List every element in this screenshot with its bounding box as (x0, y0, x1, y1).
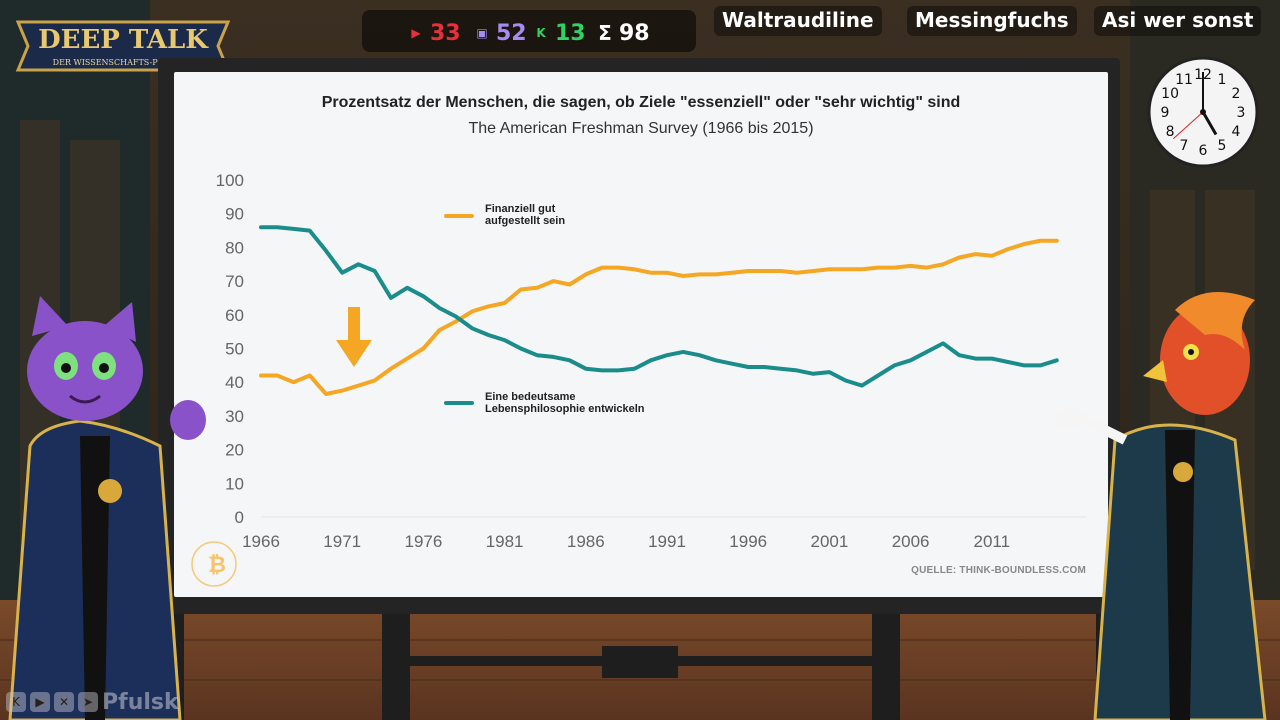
clock-numeral: 4 (1231, 124, 1240, 140)
participant-name: Waltraudiline (714, 6, 882, 36)
counter-total: Σ 98 (595, 18, 650, 48)
legend-label: Eine bedeutsame (485, 391, 575, 403)
clock-numeral: 3 (1237, 105, 1246, 121)
down-arrow-icon (336, 307, 372, 367)
bitcoin-logo-icon (191, 541, 237, 587)
legend-label: aufgestellt sein (485, 215, 565, 227)
y-tick-label: 70 (225, 272, 244, 291)
counter-value: 33 (430, 20, 461, 46)
legend-label: Finanziell gut (485, 203, 556, 215)
x-icon: ✕ (54, 692, 74, 712)
counter-youtube: ▶ 33 (406, 18, 461, 48)
y-tick-label: 60 (225, 306, 244, 325)
clock-numeral: 11 (1175, 72, 1193, 88)
y-tick-label: 0 (235, 508, 244, 527)
clock-center (1200, 109, 1206, 115)
wall-clock: 123456789101112 (1147, 56, 1259, 168)
counter-value: 52 (496, 20, 527, 46)
x-tick-label: 2006 (892, 532, 930, 551)
telegram-icon: ➤ (78, 692, 98, 712)
chart-title: Prozentsatz der Menschen, die sagen, ob … (321, 94, 961, 111)
y-tick-label: 30 (225, 407, 244, 426)
line-chart: 0 10 20 30 40 50 60 70 80 90 100 1966 1971 1976 1981 19… (191, 171, 1086, 587)
y-tick-label: 40 (225, 373, 244, 392)
x-tick-label: 1971 (323, 532, 361, 551)
y-tick-label: 80 (225, 238, 244, 257)
cat-professor-character (8, 296, 206, 720)
x-tick-label: 1996 (729, 532, 767, 551)
x-tick-label: 1966 (242, 532, 280, 551)
counter-twitch: ▣ 52 (472, 18, 527, 48)
social-handle-bar: K ▶ ✕ ➤ Pfulsk (6, 688, 179, 716)
y-tick-label: 10 (225, 474, 244, 493)
x-tick-label: 1981 (486, 532, 524, 551)
twitch-icon: ▣ (476, 26, 488, 40)
x-tick-label: 2011 (974, 532, 1011, 551)
kick-icon: K (536, 26, 546, 40)
x-tick-label: 1991 (648, 532, 686, 551)
x-tick-label: 1976 (404, 532, 442, 551)
bitcoin-symbol: ₿ (208, 553, 226, 578)
clock-numeral: 9 (1161, 105, 1170, 121)
counter-value: 98 (619, 20, 650, 46)
youtube-icon: ▶ (30, 692, 50, 712)
series-line-lebensphilosophie (259, 225, 1059, 388)
sigma-icon: Σ (598, 21, 612, 45)
clock-numeral: 10 (1161, 86, 1179, 102)
clock-second-hand (1172, 111, 1204, 140)
legend-label: Lebensphilosophie entwickeln (485, 403, 645, 415)
counter-value: 13 (555, 20, 586, 46)
clock-numeral: 2 (1231, 86, 1240, 102)
x-tick-label: 1986 (567, 532, 605, 551)
social-handle: Pfulsk (102, 689, 179, 715)
whiteboard: Prozentsatz der Menschen, die sagen, ob … (174, 72, 1108, 597)
logo-subtitle: DER WISSENSCHAFTS-PODCAST (53, 58, 194, 67)
chart-subtitle: The American Freshman Survey (1966 bis 2… (468, 120, 814, 137)
y-tick-label: 90 (225, 205, 244, 224)
phoenix-professor-character (1055, 292, 1267, 720)
participant-name: Asi wer sonst (1094, 6, 1262, 36)
y-tick-label: 20 (225, 441, 244, 460)
clock-numeral: 6 (1199, 143, 1208, 159)
clock-numeral: 7 (1180, 138, 1189, 154)
y-tick-label: 100 (216, 171, 244, 190)
source-label: QUELLE: THINK-BOUNDLESS.COM (911, 565, 1086, 576)
kick-icon: K (6, 692, 26, 712)
viewer-counter-bar (362, 10, 696, 52)
participant-name: Messingfuchs (907, 6, 1077, 36)
clock-numeral: 5 (1218, 138, 1227, 154)
clock-hour-hand (1201, 111, 1218, 136)
series-line-finanziell (259, 238, 1059, 396)
logo-title: DEEP TALK (38, 25, 209, 55)
clock-numeral: 1 (1218, 72, 1227, 88)
y-tick-label: 50 (225, 340, 244, 359)
clock-numeral: 8 (1166, 124, 1175, 140)
youtube-icon: ▶ (411, 26, 421, 40)
counter-kick: K 13 (531, 18, 586, 48)
x-tick-label: 2001 (810, 532, 848, 551)
